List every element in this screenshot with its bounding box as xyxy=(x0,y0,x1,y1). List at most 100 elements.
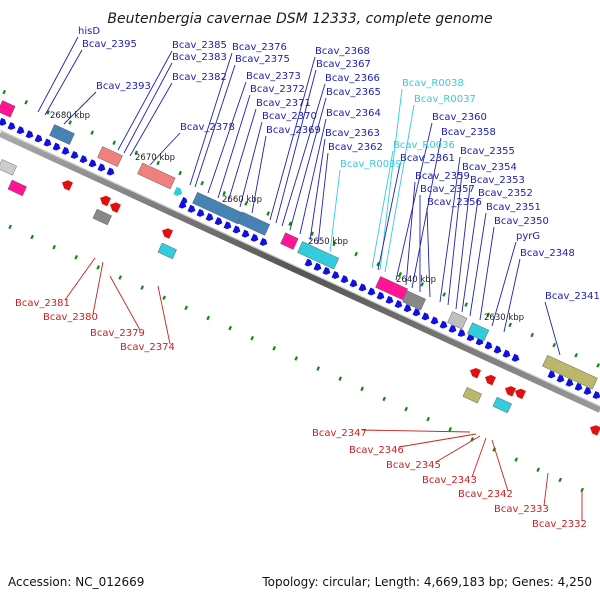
forward-gene-arrow xyxy=(196,208,205,217)
leader-line xyxy=(149,132,181,166)
reverse-gene-arrow xyxy=(470,367,481,379)
leader-line xyxy=(461,198,479,313)
forward-gene-arrow xyxy=(61,146,70,155)
gene-label: Bcav_2366 xyxy=(325,73,380,84)
gene-label: Bcav_2361 xyxy=(400,153,455,164)
gene-label: Bcav_2373 xyxy=(246,71,301,82)
gene-label: Bcav_2395 xyxy=(82,39,137,50)
tick-mark xyxy=(118,275,122,280)
reverse-gene-arrow xyxy=(515,388,526,400)
feature-block xyxy=(0,100,16,118)
tick-mark xyxy=(206,315,210,321)
forward-gene-arrow xyxy=(0,117,7,126)
tick-mark xyxy=(68,120,72,125)
leader-line xyxy=(398,433,477,448)
leader-line xyxy=(157,285,171,345)
forward-gene-arrow xyxy=(484,341,493,350)
leader-line xyxy=(491,439,509,492)
tick-mark xyxy=(288,221,292,226)
tick-mark xyxy=(244,201,248,206)
leader-line xyxy=(239,121,263,208)
forward-gene-arrow xyxy=(223,221,232,230)
leader-line xyxy=(251,135,267,214)
gene-label: Bcav_2376 xyxy=(232,42,287,53)
leader-line xyxy=(317,152,329,245)
gene-label: Bcav_2341 xyxy=(545,291,600,302)
feature-block xyxy=(92,208,112,226)
tick-mark xyxy=(398,272,402,277)
leader-line xyxy=(395,122,433,281)
forward-gene-arrow xyxy=(97,163,106,172)
forward-gene-arrow xyxy=(358,283,367,292)
gene-label: Bcav_2360 xyxy=(432,112,487,123)
forward-gene-arrow xyxy=(34,134,43,143)
tick-mark xyxy=(442,292,446,297)
leader-line xyxy=(299,118,327,235)
gene-label: Bcav_2346 xyxy=(349,445,404,456)
gene-label: Bcav_2345 xyxy=(386,460,441,471)
leader-line xyxy=(543,472,549,507)
tick-mark xyxy=(514,457,518,462)
feature-block xyxy=(280,232,299,250)
tick-mark xyxy=(580,487,584,493)
leader-line xyxy=(207,81,247,194)
gene-label: Bcav_2356 xyxy=(427,197,482,208)
gene-label: Bcav_2351 xyxy=(486,202,541,213)
forward-gene-arrow xyxy=(547,370,556,379)
tick-mark xyxy=(332,241,336,247)
tick-mark xyxy=(112,140,116,145)
feature-block xyxy=(467,322,490,342)
leader-line xyxy=(289,97,327,231)
forward-gene-arrow xyxy=(394,299,403,308)
tick-mark xyxy=(338,376,342,381)
forward-gene-arrow xyxy=(43,138,52,147)
tick-mark xyxy=(596,363,600,368)
gene-features xyxy=(0,100,600,436)
leader-line xyxy=(435,435,481,463)
forward-gene-arrow xyxy=(313,262,322,271)
tick-mark xyxy=(536,467,540,473)
tick-mark xyxy=(250,335,254,341)
feature-block xyxy=(237,211,271,236)
forward-gene-arrow xyxy=(583,386,592,395)
forward-gene-arrow xyxy=(331,271,340,279)
gene-label: Bcav_2365 xyxy=(326,87,381,98)
leader-line xyxy=(109,275,141,331)
gene-label: Bcav_R0036 xyxy=(393,140,455,151)
forward-gene-arrow xyxy=(493,345,502,354)
reverse-gene-arrow xyxy=(100,195,111,207)
feature-block xyxy=(462,387,482,404)
leader-line xyxy=(439,156,461,303)
feature-block xyxy=(7,179,27,197)
leader-line xyxy=(44,49,83,116)
forward-gene-arrow xyxy=(457,328,466,337)
tick-mark xyxy=(426,416,430,422)
leader-line xyxy=(309,138,326,241)
gene-label: Bcav_2332 xyxy=(532,519,587,530)
forward-gene-arrow xyxy=(556,374,565,383)
forward-gene-arrow xyxy=(412,308,421,317)
tick-mark xyxy=(448,426,452,432)
leader-line xyxy=(377,163,401,271)
tick-mark xyxy=(486,312,490,318)
gene-label: Bcav_2374 xyxy=(120,342,175,353)
kbp-label: 2670 kbp xyxy=(135,153,175,163)
forward-gene-arrow xyxy=(376,291,385,300)
tick-mark xyxy=(178,170,182,176)
gene-label: Bcav_2343 xyxy=(422,475,477,486)
gene-label: Bcav_2359 xyxy=(415,171,470,182)
feature-block xyxy=(492,396,512,414)
gene-label: Bcav_2364 xyxy=(326,108,381,119)
leader-line xyxy=(123,62,173,154)
gene-label: Bcav_2333 xyxy=(494,504,549,515)
feature-block xyxy=(375,276,409,301)
leader-line xyxy=(405,181,416,286)
leader-line xyxy=(491,241,517,327)
tick-mark xyxy=(140,285,144,290)
forward-gene-arrow xyxy=(250,233,259,242)
leader-line xyxy=(269,56,316,221)
leader-line xyxy=(329,169,341,253)
gene-label: Bcav_2355 xyxy=(460,146,515,157)
gene-label: Bcav_R0038 xyxy=(402,78,464,89)
forward-gene-arrow xyxy=(565,378,574,387)
